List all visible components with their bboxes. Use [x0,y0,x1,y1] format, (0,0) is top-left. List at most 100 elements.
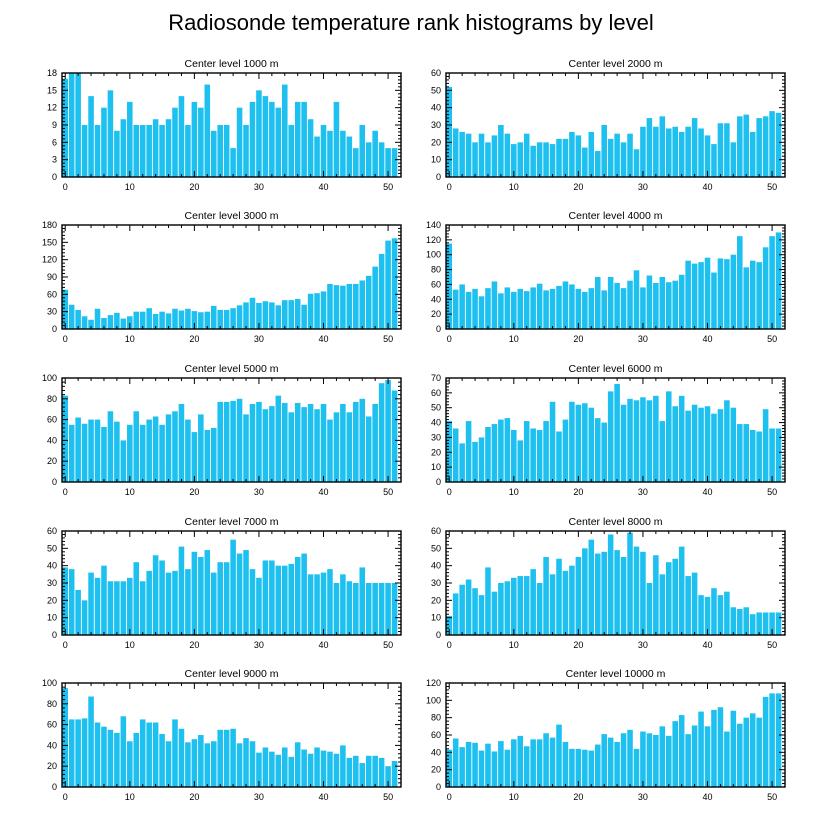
histogram-bar [517,735,524,787]
histogram-bar [504,581,511,635]
histogram-bar [191,551,198,635]
x-tick-label: 40 [703,792,713,802]
histogram-bar [256,303,262,329]
histogram-bar [353,283,359,329]
histogram-bar [68,304,75,329]
histogram-bar [314,293,320,329]
histogram-bar [159,125,165,177]
histogram-bar [685,576,691,635]
histogram-bar [569,565,575,635]
histogram-bar [249,101,256,177]
histogram-bar [198,414,204,482]
x-tick-label: 30 [254,792,264,802]
histogram-bar [165,414,172,482]
histogram-bar [223,125,230,177]
histogram-bar [769,111,775,177]
histogram-bar [217,125,223,177]
x-tick-label: 40 [319,182,329,192]
histogram-bar [704,596,711,635]
x-tick-label: 40 [703,182,713,192]
histogram-bar [256,90,262,177]
histogram-bar [704,406,711,482]
histogram-bar [627,280,633,329]
histogram-bar [646,275,653,329]
plot-frame [61,377,402,483]
histogram-bar [459,131,465,177]
y-tick-label: 30 [431,432,441,442]
histogram-bar [288,300,295,329]
x-tick-label: 50 [383,182,393,192]
y-tick-label: 30 [431,120,441,130]
histogram-bar [620,142,627,177]
histogram-bar [724,731,730,787]
histogram-bar [236,398,243,482]
y-tick-label: 10 [47,613,57,623]
histogram-bar [569,131,575,177]
histogram-bar [236,553,243,635]
histogram-bar [575,135,582,177]
histogram-bar [743,267,750,329]
histogram-bar [68,719,75,787]
histogram-bar [678,546,685,635]
histogram-bar [81,125,88,177]
histogram-bar [281,300,288,329]
x-tick-label: 40 [703,334,713,344]
x-tick-label: 0 [447,487,452,497]
y-tick-label: 30 [431,578,441,588]
histogram-bar [698,595,704,635]
histogram-bar [653,282,659,329]
histogram-bar [288,125,295,177]
histogram-bar [191,311,198,329]
histogram-bar [172,107,178,177]
histogram-bar [294,402,301,482]
histogram-bar [704,726,711,787]
y-tick-label: 60 [47,289,57,299]
histogram-bar [569,401,575,482]
histogram-bar [275,305,282,329]
histogram-panel: Center level 2000 m 0 10 20 30 40 50 0 10 20 30 40 5… [431,58,786,192]
panel-title: Center level 4000 m [569,210,663,222]
histogram-bar [159,733,165,787]
histogram-bar [101,426,107,482]
y-tick-label: 100 [42,373,57,383]
y-tick-label: 40 [47,561,57,571]
histogram-bar [210,305,217,329]
histogram-bar [582,403,588,482]
histogram-bar [575,288,582,329]
histogram-bar [236,107,243,177]
histogram-bar [107,729,114,787]
histogram-bar [594,553,601,635]
histogram-bar [737,723,743,787]
histogram-bar [333,753,340,787]
histogram-bar [446,421,453,482]
histogram-bar [724,591,730,635]
histogram-bar [724,259,730,329]
x-tick-label: 10 [509,334,519,344]
histogram-bar [165,572,172,635]
histogram-bar [607,534,614,635]
histogram-panel: Center level 3000 m 0 10 20 30 40 50 0 30 60 90 120… [42,210,402,344]
histogram-bar [672,406,679,482]
histogram-bar [185,569,191,635]
histogram-bar [717,707,724,787]
histogram-bar [724,400,730,482]
histogram-bar [178,546,185,635]
histogram-bar [307,753,314,787]
histogram-bar [730,710,737,787]
histogram-bar [372,130,378,177]
histogram-bar [391,238,398,329]
histogram-bar [756,431,762,482]
histogram-bar [152,416,159,482]
y-tick-label: 50 [431,85,441,95]
histogram-bar [762,696,769,787]
histogram-bar [378,757,385,787]
histogram-bar [301,749,307,787]
histogram-bar [269,406,275,482]
histogram-bar [359,125,366,177]
histogram-bar [659,277,666,329]
y-tick-label: 40 [431,747,441,757]
histogram-bar [75,417,81,482]
x-tick-label: 20 [573,182,583,192]
histogram-bar [633,149,640,177]
y-tick-label: 20 [47,595,57,605]
